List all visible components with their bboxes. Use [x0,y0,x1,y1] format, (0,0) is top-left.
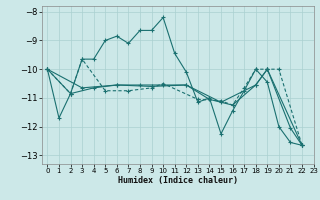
X-axis label: Humidex (Indice chaleur): Humidex (Indice chaleur) [118,176,237,185]
